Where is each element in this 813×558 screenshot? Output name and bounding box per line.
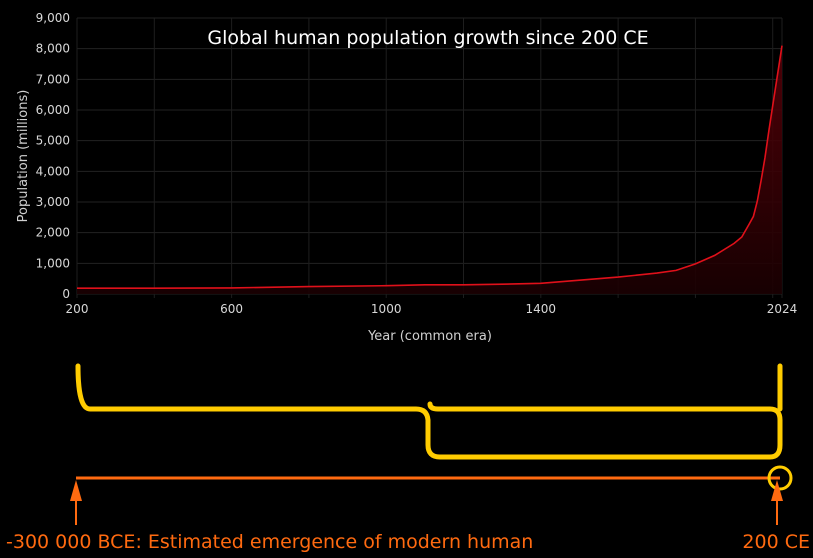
x-tick-label: 200 — [66, 302, 89, 316]
y-tick-label: 4,000 — [36, 164, 70, 178]
timeline-end-label: 200 CE — [742, 531, 810, 553]
x-tick-label: 2024 — [767, 302, 798, 316]
y-tick-label: 2,000 — [36, 226, 70, 240]
y-axis-ticks: 0 1,000 2,000 3,000 4,000 5,000 6,000 7,000 8,00… — [36, 11, 70, 301]
end-arrow — [771, 480, 783, 525]
y-tick-label: 0 — [62, 287, 70, 301]
x-tick-label: 600 — [220, 302, 243, 316]
y-tick-label: 7,000 — [36, 72, 70, 86]
timeline-diagram: -300 000 BCE: Estimated emergence of mod… — [6, 363, 810, 553]
y-tick-label: 6,000 — [36, 103, 70, 117]
population-area — [77, 45, 782, 294]
chart-title: Global human population growth since 200… — [207, 27, 648, 49]
chart-grid — [76, 17, 783, 298]
y-tick-label: 3,000 — [36, 195, 70, 209]
x-tick-label: 1400 — [526, 302, 557, 316]
timeline-start-label: -300 000 BCE: Estimated emergence of mod… — [6, 531, 533, 553]
x-tick-label: 1000 — [371, 302, 402, 316]
x-axis-label: Year (common era) — [367, 329, 492, 344]
200-ce-marker-circle — [767, 465, 793, 491]
start-arrow — [70, 480, 82, 525]
y-tick-label: 9,000 — [36, 11, 70, 25]
curly-brace — [75, 363, 783, 460]
x-axis-ticks: 200 600 1000 1400 2024 — [66, 302, 798, 316]
y-tick-label: 5,000 — [36, 134, 70, 148]
population-line — [77, 45, 783, 289]
y-axis-label: Population (millions) — [16, 90, 31, 223]
chart-plot-area: 0 1,000 2,000 3,000 4,000 5,000 6,000 7,000 8,00… — [16, 11, 797, 344]
y-tick-label: 1,000 — [36, 256, 70, 270]
y-tick-label: 8,000 — [36, 42, 70, 56]
